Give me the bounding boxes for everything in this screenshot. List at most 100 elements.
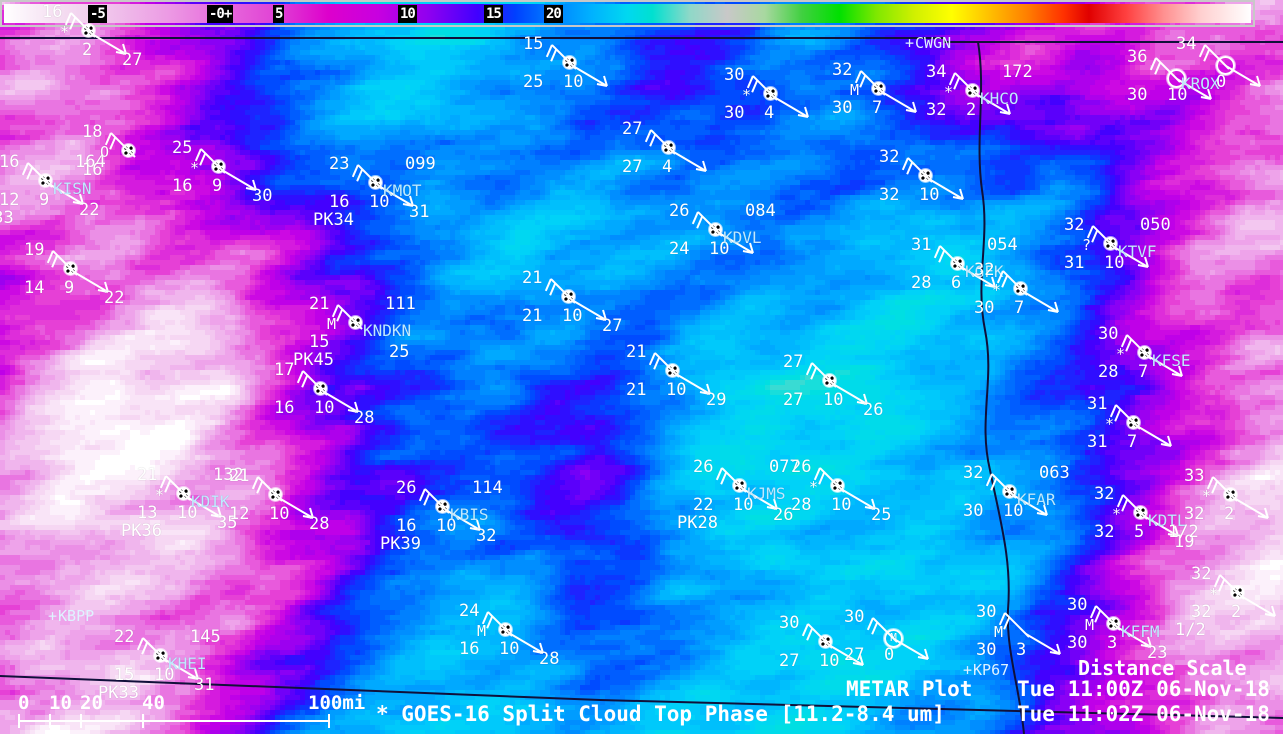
station-pressure: 164: [75, 152, 106, 172]
gust-arrow-icon: [1147, 355, 1183, 377]
station-dewpoint: 28: [791, 495, 812, 515]
wind-barb-icon: [331, 304, 363, 330]
station-peak-wind-remark: PK33: [98, 683, 139, 703]
gust-arrow-icon: [445, 509, 481, 531]
station-identifier: KBIS: [450, 505, 489, 524]
station-wind-speed: 5: [1134, 522, 1145, 542]
gust-arrow-icon: [278, 497, 314, 519]
station-present-weather-icon: *: [992, 281, 1002, 299]
station-sky-cover-symbol: [1167, 69, 1186, 88]
station-wind-speed: 2: [82, 40, 93, 60]
gust-arrow-icon: [1143, 515, 1179, 537]
map-point-name: CWGN: [915, 34, 952, 52]
station-gust-value: 28: [309, 514, 330, 534]
station-dewpoint: 24: [669, 239, 690, 259]
station-temperature: 36: [1127, 47, 1148, 67]
station-peak-wind-remark: PK36: [121, 521, 162, 541]
wind-barb-icon: [1120, 334, 1152, 360]
scale-tick-4: [328, 714, 330, 728]
station-present-weather-icon: *: [944, 83, 954, 101]
wind-barb-icon: [46, 250, 78, 276]
station-dewpoint: 32: [879, 185, 900, 205]
station-present-weather-icon: O: [100, 143, 110, 161]
station-gust-value: 25: [871, 505, 892, 525]
station-present-weather-icon: M: [1085, 616, 1095, 634]
station-present-weather-icon: *: [155, 486, 165, 504]
color-scale-tick-2: 5: [273, 5, 285, 23]
station-temperature: 30: [724, 65, 745, 85]
station-present-weather-icon: *: [742, 86, 752, 104]
station-identifier: KISN: [53, 179, 92, 198]
wind-barb-icon: [1089, 605, 1121, 631]
station-pressure: 145: [190, 627, 221, 647]
gust-arrow-icon: [221, 169, 257, 191]
station-dewpoint: 28: [911, 273, 932, 293]
station-wind-speed: 3: [1016, 640, 1027, 660]
scale-label-1: 10: [49, 692, 72, 714]
station-dewpoint: 25: [523, 72, 544, 92]
station-wind-speed: 10: [733, 495, 754, 515]
station-wind-speed: 7: [872, 98, 883, 118]
color-scale-bar: -5 -0+ 5 10 15 20: [0, 0, 1255, 27]
map-point-label[interactable]: +CWGN: [905, 36, 951, 51]
station-dewpoint: 27: [783, 390, 804, 410]
wind-barb-icon: [948, 72, 980, 98]
station-temperature: 24: [459, 601, 480, 621]
station-identifier: KTVF: [1118, 242, 1157, 261]
station-sky-cover-symbol: [1216, 56, 1235, 75]
station-temperature: 33: [1184, 466, 1205, 486]
station-dewpoint: 31: [1087, 432, 1108, 452]
gust-arrow-icon: [73, 271, 109, 293]
station-wind-speed: 7: [1138, 362, 1149, 382]
gust-arrow-icon: [718, 232, 754, 254]
scale-tick-2: [80, 714, 82, 728]
gust-arrow-icon: [91, 33, 127, 55]
station-present-weather-icon: ?: [1082, 236, 1092, 254]
wind-barb-icon: [64, 12, 96, 38]
station-identifier: KDVL: [723, 228, 762, 247]
wind-barb-icon: [644, 129, 676, 155]
station-present-weather-icon: *: [809, 478, 819, 496]
map-point-label[interactable]: +KP67: [963, 663, 1009, 678]
station-gust-value: 30: [252, 186, 273, 206]
station-wind-speed: 2: [1231, 602, 1242, 622]
wind-barb-icon: [805, 362, 837, 388]
wind-barb-icon: [933, 245, 965, 271]
station-identifier: KHEI: [168, 654, 207, 673]
station-dewpoint: 16: [172, 176, 193, 196]
wind-barb-icon: [1086, 225, 1118, 251]
station-dewpoint: 30: [976, 640, 997, 660]
station-identifier: KDTL: [1148, 511, 1187, 530]
station-dewpoint: 30: [974, 298, 995, 318]
gust-arrow-icon: [675, 373, 711, 395]
station-present-weather-icon: *: [60, 23, 70, 41]
station-dewpoint: 30: [1067, 633, 1088, 653]
station-temperature: 16: [42, 2, 63, 22]
station-peak-wind-remark: PK45: [293, 350, 334, 370]
station-temperature: 32: [879, 147, 900, 167]
station-wind-speed: 9: [39, 190, 50, 210]
station-wind-speed: 10: [819, 651, 840, 671]
scale-label-4: 100mi: [308, 692, 366, 714]
station-temperature: 31: [911, 235, 932, 255]
wind-barb-icon: [985, 473, 1017, 499]
station-dewpoint: 14: [24, 278, 45, 298]
state-border-south: [0, 675, 1283, 719]
station-wind-speed: 10: [563, 72, 584, 92]
station-gust-value: 23: [1147, 643, 1168, 663]
station-dewpoint: 32: [1191, 602, 1212, 622]
wind-barb-icon: [1213, 574, 1245, 600]
gust-arrow-icon: [572, 65, 608, 87]
gust-arrow-icon: [1233, 497, 1269, 519]
station-present-weather-icon: M: [327, 315, 337, 333]
station-dewpoint: 13: [137, 503, 158, 523]
gust-arrow-icon: [928, 178, 964, 200]
station-dewpoint: 30: [1127, 85, 1148, 105]
wind-barb-icon: [801, 623, 833, 649]
map-point-label[interactable]: +KBPP: [48, 609, 94, 624]
station-temperature: 16: [0, 152, 20, 172]
station-temperature: 26: [791, 457, 812, 477]
station-identifier: KFAR: [1017, 490, 1056, 509]
wind-barb-icon: [854, 70, 886, 96]
station-wind-speed: 4: [662, 157, 673, 177]
